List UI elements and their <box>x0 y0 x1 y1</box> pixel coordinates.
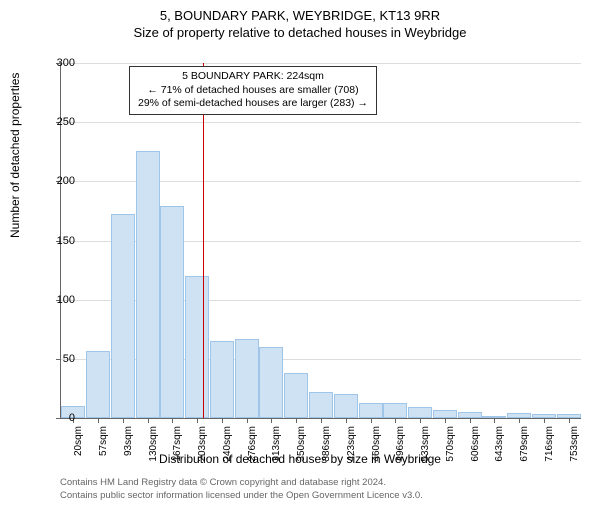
title-sub: Size of property relative to detached ho… <box>0 25 600 40</box>
x-tick-mark <box>470 418 471 423</box>
x-axis-label: Distribution of detached houses by size … <box>0 452 600 466</box>
x-tick-mark <box>197 418 198 423</box>
x-tick-mark <box>123 418 124 423</box>
x-tick-mark <box>321 418 322 423</box>
histogram-bar <box>309 392 333 418</box>
histogram-bar <box>334 394 358 418</box>
chart-plot-area: 20sqm57sqm93sqm130sqm167sqm203sqm240sqm2… <box>60 63 581 419</box>
histogram-bar <box>86 351 110 418</box>
reference-info-box: 5 BOUNDARY PARK: 224sqm ← 71% of detache… <box>129 66 377 115</box>
y-tick-label: 150 <box>35 235 75 247</box>
x-tick-mark <box>222 418 223 423</box>
footer-line-1: Contains HM Land Registry data © Crown c… <box>60 477 423 489</box>
histogram-bar <box>284 373 308 418</box>
histogram-bar <box>433 410 457 418</box>
y-tick-label: 300 <box>35 57 75 69</box>
histogram-bar <box>136 151 160 418</box>
y-tick-label: 0 <box>35 412 75 424</box>
x-tick-mark <box>494 418 495 423</box>
histogram-bar <box>359 403 383 418</box>
histogram-bar <box>383 403 407 418</box>
footer-line-2: Contains public sector information licen… <box>60 490 423 502</box>
x-tick-mark <box>172 418 173 423</box>
x-tick-mark <box>271 418 272 423</box>
y-tick-label: 200 <box>35 175 75 187</box>
chart-container: 5, BOUNDARY PARK, WEYBRIDGE, KT13 9RR Si… <box>0 8 600 508</box>
y-axis-label: Number of detached properties <box>8 73 22 238</box>
info-line-larger: 29% of semi-detached houses are larger (… <box>138 97 368 111</box>
histogram-bar <box>185 276 209 418</box>
grid-line <box>61 122 581 123</box>
histogram-bar <box>210 341 234 418</box>
title-main: 5, BOUNDARY PARK, WEYBRIDGE, KT13 9RR <box>0 8 600 23</box>
x-tick-mark <box>445 418 446 423</box>
x-tick-mark <box>148 418 149 423</box>
y-tick-label: 100 <box>35 294 75 306</box>
histogram-bar <box>235 339 259 418</box>
y-tick-label: 250 <box>35 116 75 128</box>
x-tick-mark <box>569 418 570 423</box>
x-tick-mark <box>371 418 372 423</box>
histogram-bar <box>259 347 283 418</box>
x-tick-mark <box>395 418 396 423</box>
histogram-bar <box>408 407 432 418</box>
info-line-smaller: ← 71% of detached houses are smaller (70… <box>138 84 368 98</box>
histogram-bar <box>160 206 184 418</box>
y-tick-label: 50 <box>35 353 75 365</box>
x-tick-mark <box>544 418 545 423</box>
reference-line <box>203 63 204 418</box>
x-tick-mark <box>519 418 520 423</box>
x-tick-mark <box>346 418 347 423</box>
info-line-property: 5 BOUNDARY PARK: 224sqm <box>138 70 368 84</box>
footer-attribution: Contains HM Land Registry data © Crown c… <box>60 477 423 502</box>
x-tick-mark <box>420 418 421 423</box>
x-tick-mark <box>296 418 297 423</box>
x-tick-mark <box>98 418 99 423</box>
histogram-bar <box>111 214 135 418</box>
grid-line <box>61 63 581 64</box>
x-tick-mark <box>247 418 248 423</box>
